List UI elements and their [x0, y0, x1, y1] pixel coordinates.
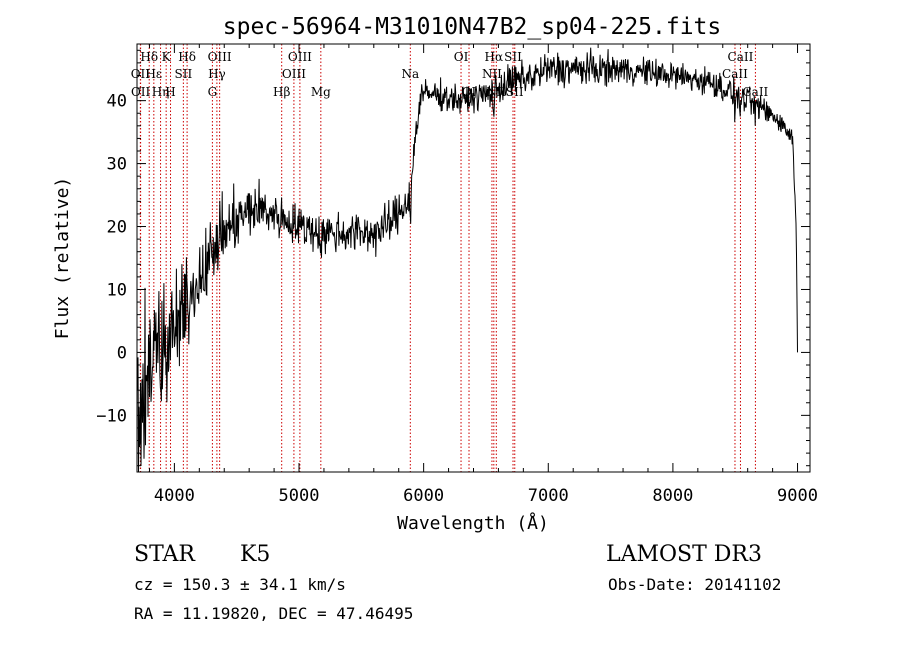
line-marker-label: Hδ [178, 50, 196, 64]
line-marker-label: NII [482, 67, 502, 81]
y-tick-label: 0 [117, 343, 127, 363]
line-marker-label: K [162, 50, 172, 64]
line-marker-label: OII [131, 85, 151, 99]
survey-name: LAMOST DR3 [606, 542, 762, 567]
x-tick-label: 9000 [777, 486, 818, 506]
y-tick-label: 30 [107, 155, 127, 175]
y-axis: −10 0 10 20 30 40 [96, 49, 810, 467]
x-axis: 4000 5000 6000 7000 8000 9000 [148, 44, 818, 506]
line-marker-label: SII [175, 67, 193, 81]
y-tick-label: 40 [107, 92, 127, 112]
line-marker-label: OIII [288, 50, 312, 64]
chart-title: spec-56964-M31010N47B2_sp04-225.fits [223, 14, 722, 40]
line-marker-label: H [165, 85, 175, 99]
x-tick-label: 6000 [403, 486, 444, 506]
x-tick-label: 5000 [279, 486, 320, 506]
line-marker-label: OIII [282, 67, 306, 81]
line-marker-label: Hβ [273, 85, 290, 99]
line-marker-label: SII [504, 50, 522, 64]
line-marker-label: OI [454, 50, 469, 64]
line-marker-label: OIII [208, 50, 232, 64]
y-tick-label: 10 [107, 280, 127, 300]
object-subclass: K5 [240, 542, 270, 567]
redshift-readout: cz = 150.3 ± 34.1 km/s [134, 575, 346, 594]
line-marker-label: CaII [722, 67, 748, 81]
x-tick-label: 4000 [154, 486, 195, 506]
line-marker-label: Mg [311, 85, 331, 99]
object-class: STAR [134, 542, 196, 567]
line-marker-label: OII [131, 67, 151, 81]
line-marker-label: Hδ [140, 50, 158, 64]
line-marker-label: Na [401, 67, 419, 81]
line-marker-label: SII [506, 85, 524, 99]
spectrum-line [136, 47, 798, 473]
x-tick-label: 8000 [652, 486, 693, 506]
x-tick-label: 7000 [528, 486, 569, 506]
obs-date: Obs-Date: 20141102 [608, 575, 781, 594]
y-tick-label: 20 [107, 218, 127, 238]
line-marker-label: Hγ [208, 67, 226, 81]
y-axis-label: Flux (relative) [52, 177, 73, 340]
line-marker-label: Hε [145, 67, 162, 81]
line-marker-label: CaII [728, 50, 754, 64]
line-marker-label: Hα [485, 50, 504, 64]
line-marker-label: G [208, 85, 218, 99]
coordinates: RA = 11.19820, DEC = 47.46495 [134, 604, 413, 623]
y-tick-label: −10 [96, 406, 127, 426]
x-axis-label: Wavelength (Å) [397, 512, 549, 534]
line-marker-label: Hη [152, 85, 170, 99]
